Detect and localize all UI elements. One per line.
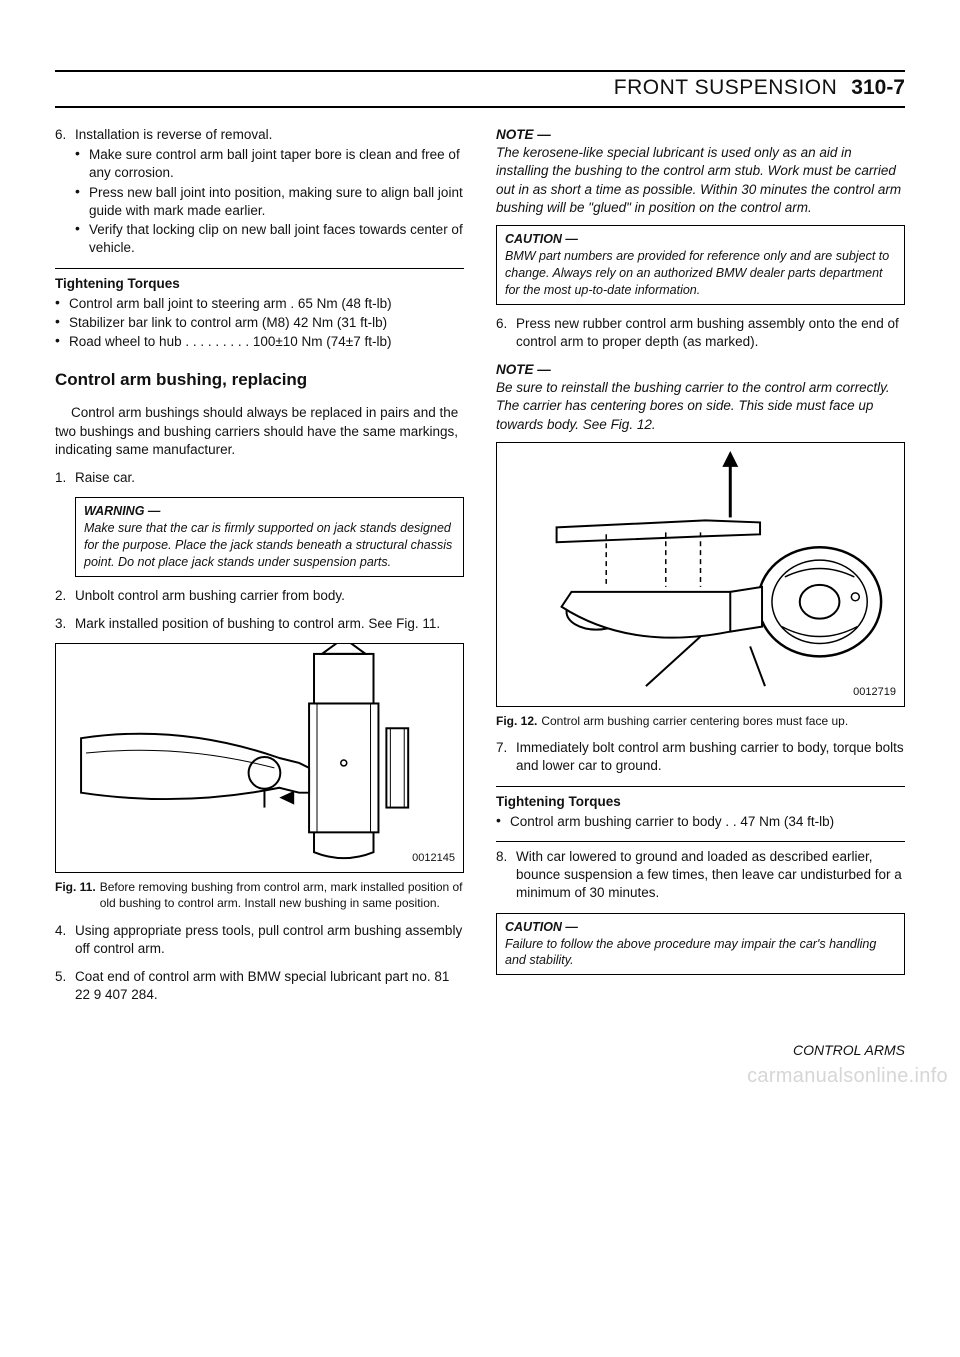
note-body: The kerosene-like special lubricant is u… bbox=[496, 144, 905, 217]
step-number: 7. bbox=[496, 739, 516, 775]
step-number: 6. bbox=[496, 315, 516, 351]
left-column: 6. Installation is reverse of removal. •… bbox=[55, 126, 464, 1014]
bullet-dot: • bbox=[75, 146, 89, 182]
figure-11-svg bbox=[56, 644, 463, 872]
caution-box-2: CAUTION — Failure to follow the above pr… bbox=[496, 913, 905, 976]
step-6-press: 6. Press new rubber control arm bushing … bbox=[496, 315, 905, 351]
figure-label: Fig. 11. bbox=[55, 879, 96, 911]
header-page-number: 310-7 bbox=[851, 76, 905, 100]
step-text: With car lowered to ground and loaded as… bbox=[516, 848, 905, 903]
caution-title: CAUTION — bbox=[505, 231, 896, 248]
bullet-dot: • bbox=[75, 184, 89, 220]
step-8: 8. With car lowered to ground and loaded… bbox=[496, 848, 905, 903]
torque-row: Control arm ball joint to steering arm .… bbox=[69, 295, 464, 313]
caution-title: CAUTION — bbox=[505, 919, 896, 936]
figure-12: 0012719 bbox=[496, 442, 905, 707]
bullet-text: Press new ball joint into position, maki… bbox=[89, 184, 464, 220]
torque-row: Control arm bushing carrier to body . . … bbox=[510, 813, 905, 831]
step-number: 5. bbox=[55, 968, 75, 1004]
step-4: 4. Using appropriate press tools, pull c… bbox=[55, 922, 464, 958]
bullet-dot: • bbox=[55, 314, 69, 332]
figure-caption-text: Before removing bushing from control arm… bbox=[100, 879, 464, 911]
step-6-bullets: •Make sure control arm ball joint taper … bbox=[75, 146, 464, 257]
step-number: 8. bbox=[496, 848, 516, 903]
footer-section-label: CONTROL ARMS bbox=[55, 1042, 905, 1058]
step-5: 5. Coat end of control arm with BMW spec… bbox=[55, 968, 464, 1004]
step-text: Using appropriate press tools, pull cont… bbox=[75, 922, 464, 958]
step-number: 6. bbox=[55, 126, 75, 144]
intro-paragraph: Control arm bushings should always be re… bbox=[55, 404, 464, 459]
header-title: FRONT SUSPENSION bbox=[614, 76, 837, 100]
step-text: Installation is reverse of removal. bbox=[75, 126, 464, 144]
figure-11: 0012145 bbox=[55, 643, 464, 873]
step-1: 1. Raise car. bbox=[55, 469, 464, 487]
warning-body: Make sure that the car is firmly support… bbox=[84, 520, 455, 571]
warning-title: WARNING — bbox=[84, 503, 455, 520]
section-heading: Control arm bushing, replacing bbox=[55, 369, 464, 392]
step-text: Mark installed position of bushing to co… bbox=[75, 615, 464, 633]
figure-label: Fig. 12. bbox=[496, 713, 537, 729]
step-number: 4. bbox=[55, 922, 75, 958]
page: FRONT SUSPENSION 310-7 6. Installation i… bbox=[0, 0, 960, 1098]
figure-caption-text: Control arm bushing carrier centering bo… bbox=[541, 713, 848, 729]
content-columns: 6. Installation is reverse of removal. •… bbox=[55, 126, 905, 1014]
figure-12-caption: Fig. 12. Control arm bushing carrier cen… bbox=[496, 713, 905, 729]
warning-box: WARNING — Make sure that the car is firm… bbox=[75, 497, 464, 577]
figure-id: 0012719 bbox=[853, 685, 896, 700]
divider bbox=[55, 268, 464, 269]
figure-12-svg bbox=[497, 443, 904, 706]
torque-row: Road wheel to hub . . . . . . . . . 100±… bbox=[69, 333, 464, 351]
torques-list: •Control arm bushing carrier to body . .… bbox=[496, 813, 905, 831]
step-text: Unbolt control arm bushing carrier from … bbox=[75, 587, 464, 605]
bullet-dot: • bbox=[55, 333, 69, 351]
bullet-text: Verify that locking clip on new ball joi… bbox=[89, 221, 464, 257]
step-text: Coat end of control arm with BMW special… bbox=[75, 968, 464, 1004]
step-6-install: 6. Installation is reverse of removal. •… bbox=[55, 126, 464, 258]
step-text: Immediately bolt control arm bushing car… bbox=[516, 739, 905, 775]
torque-row: Stabilizer bar link to control arm (M8) … bbox=[69, 314, 464, 332]
torques-list: •Control arm ball joint to steering arm … bbox=[55, 295, 464, 352]
divider bbox=[496, 786, 905, 787]
figure-11-caption: Fig. 11. Before removing bushing from co… bbox=[55, 879, 464, 911]
note-body: Be sure to reinstall the bushing carrier… bbox=[496, 379, 905, 434]
note-title: NOTE — bbox=[496, 126, 905, 144]
bullet-dot: • bbox=[75, 221, 89, 257]
step-7: 7. Immediately bolt control arm bushing … bbox=[496, 739, 905, 775]
note-1: NOTE — The kerosene-like special lubrica… bbox=[496, 126, 905, 217]
step-text: Raise car. bbox=[75, 469, 464, 487]
divider bbox=[496, 841, 905, 842]
step-number: 1. bbox=[55, 469, 75, 487]
bullet-text: Make sure control arm ball joint taper b… bbox=[89, 146, 464, 182]
right-column: NOTE — The kerosene-like special lubrica… bbox=[496, 126, 905, 1014]
figure-id: 0012145 bbox=[412, 851, 455, 866]
note-title: NOTE — bbox=[496, 361, 905, 379]
note-2: NOTE — Be sure to reinstall the bushing … bbox=[496, 361, 905, 434]
step-number: 2. bbox=[55, 587, 75, 605]
step-text: Press new rubber control arm bushing ass… bbox=[516, 315, 905, 351]
caution-body: BMW part numbers are provided for refere… bbox=[505, 248, 896, 299]
tightening-torques-heading: Tightening Torques bbox=[55, 275, 464, 293]
step-2: 2. Unbolt control arm bushing carrier fr… bbox=[55, 587, 464, 605]
caution-body: Failure to follow the above procedure ma… bbox=[505, 936, 896, 970]
tightening-torques-heading: Tightening Torques bbox=[496, 793, 905, 811]
step-3: 3. Mark installed position of bushing to… bbox=[55, 615, 464, 633]
header: FRONT SUSPENSION 310-7 bbox=[55, 70, 905, 108]
bullet-dot: • bbox=[55, 295, 69, 313]
bullet-dot: • bbox=[496, 813, 510, 831]
watermark: carmanualsonline.info bbox=[747, 1065, 948, 1088]
caution-box-1: CAUTION — BMW part numbers are provided … bbox=[496, 225, 905, 305]
step-number: 3. bbox=[55, 615, 75, 633]
